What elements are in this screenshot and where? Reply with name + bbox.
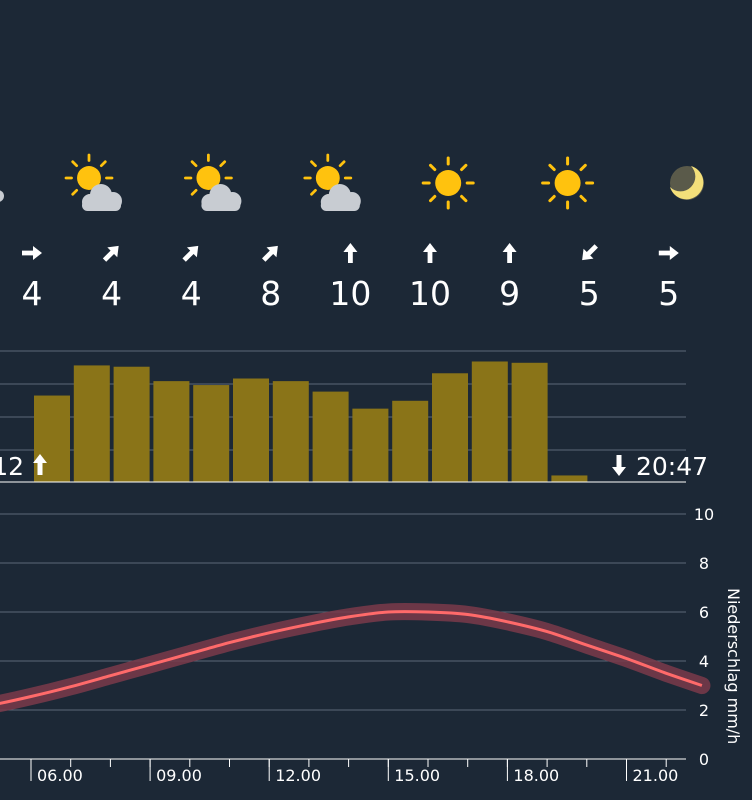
y-tick-label: 8 [699,554,709,573]
wind-speed: 10 [409,274,451,313]
y-tick-label: 6 [699,603,709,622]
uncertainty-band [0,602,711,713]
wind-arrow-icon [22,246,42,260]
y-axis-label: Niederschlag mm/h [724,588,743,744]
sunset-time: 20:47 [636,452,708,481]
partly-cloudy-icon [64,153,122,211]
x-tick-label: 09.00 [156,766,202,785]
bar-chart [0,350,686,483]
y-tick-label: 4 [699,652,709,671]
sunset-marker: 20:47 [612,452,708,481]
wind-speed: 5 [658,274,679,313]
x-tick-label: 12.00 [275,766,321,785]
x-tick-label: 06.00 [37,766,83,785]
wind-speed: 9 [499,274,520,313]
wind-speed: 4 [22,274,43,313]
precipitation-line [0,610,703,705]
arrow-up-icon [33,454,47,475]
bar [113,366,150,482]
weather-icon-row [64,153,704,211]
precipitation-chart: 0 2 4 6 8 10 06.00 09.00 12.00 15.00 18.00 21.00 N… [0,505,743,785]
moon-icon [670,166,704,200]
y-tick-label: 2 [699,701,709,720]
bar [551,475,588,482]
bar [312,391,349,482]
wind-speed: 5 [579,274,600,313]
bar [511,362,548,482]
partly-cloudy-icon [303,153,361,211]
sun-icon [541,156,595,210]
wind-speed: 8 [260,274,281,313]
wind-column: 9 [499,243,520,313]
wind-column: 4 [181,245,202,313]
x-tick-label: 21.00 [633,766,679,785]
wind-column: 5 [658,246,679,313]
wind-arrow-icon [343,243,358,263]
bar [73,365,110,482]
wind-arrow-icon [102,245,119,262]
wind-arrow-icon [502,243,517,263]
bar [392,400,429,482]
bar [272,381,309,482]
wind-speed: 10 [329,274,371,313]
wind-column: 8 [260,245,281,313]
x-tick-label: 18.00 [513,766,559,785]
x-tick-label: 15.00 [394,766,440,785]
wind-arrow-icon [658,246,679,260]
wind-speed: 4 [101,274,122,313]
wind-arrow-icon [423,243,437,263]
wind-row: 4 4 4 8 10 10 9 5 5 [22,243,679,313]
arrow-down-icon [612,455,626,476]
sunrise-marker: 12 [0,452,47,481]
partly-cloudy-icon [184,153,242,211]
wind-column: 4 [101,245,122,313]
wind-column: 5 [579,244,600,313]
wind-speed: 4 [181,274,202,313]
wind-arrow-icon [262,245,278,262]
bar [352,408,389,482]
bar [233,378,269,482]
bar [153,381,190,482]
wind-arrow-icon [582,244,598,261]
wind-column: 4 [22,246,43,313]
bar [432,373,468,482]
y-tick-label: 10 [694,505,714,524]
wind-column: 10 [409,243,451,313]
bar [471,361,508,482]
wind-arrow-icon [182,245,199,262]
y-tick-label: 0 [699,750,709,769]
bar [193,385,230,482]
sun-icon [421,156,475,210]
partial-cloud-icon [0,190,4,202]
sunrise-time: 12 [0,452,24,481]
wind-column: 10 [329,243,371,313]
